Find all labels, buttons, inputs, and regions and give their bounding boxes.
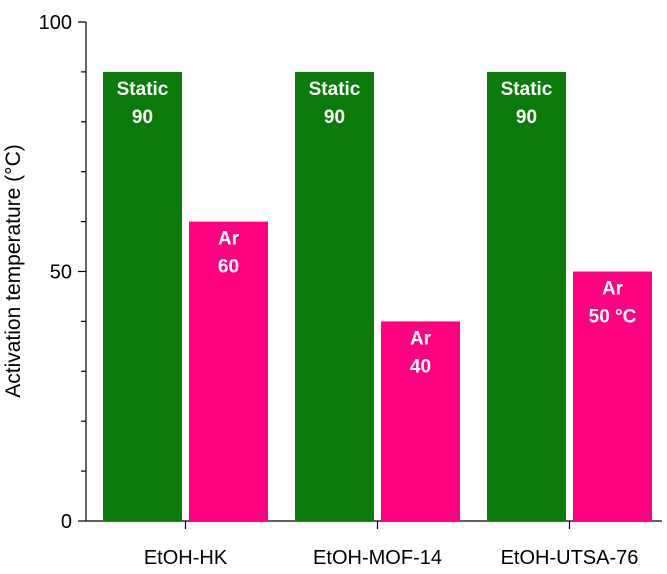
bar-labels: Static 90 Ar 60 Static 90 Ar 40 Static 90 Ar 50 °C (117, 79, 637, 377)
y-axis-title: Activation temperature (°C) (2, 144, 25, 398)
bar-static (295, 71, 374, 522)
bar-ar (573, 271, 652, 521)
bar-data-label: Ar (602, 279, 624, 300)
bar-static (103, 71, 182, 522)
bar-data-label: 90 (324, 107, 345, 128)
y-tick-label: 0 (61, 511, 72, 533)
y-tick-label: 100 (39, 12, 72, 34)
bar-data-label: Static (117, 79, 169, 100)
x-tick-label: EtOH-UTSA-76 (501, 547, 639, 569)
x-tick-label: EtOH-MOF-14 (313, 547, 442, 569)
bars (103, 71, 652, 522)
x-axis: EtOH-HK EtOH-MOF-14 EtOH-UTSA-76 (144, 521, 639, 569)
bar-ar (189, 221, 268, 521)
bar-static (487, 71, 566, 522)
bar-data-label: Ar (410, 328, 432, 349)
bar-data-label: Static (309, 79, 361, 100)
bar-data-label: 90 (516, 107, 537, 128)
bar-ar (381, 321, 460, 521)
bar-data-label: 90 (132, 107, 153, 128)
bar-data-label: 60 (218, 257, 239, 278)
y-tick-label: 50 (50, 262, 72, 284)
y-axis: 0 50 100 (39, 12, 86, 533)
bar-data-label: 40 (410, 356, 431, 377)
bar-data-label: 50 °C (589, 307, 637, 328)
x-tick-label: EtOH-HK (144, 547, 228, 569)
bar-data-label: Static (501, 79, 553, 100)
bar-data-label: Ar (218, 229, 240, 250)
